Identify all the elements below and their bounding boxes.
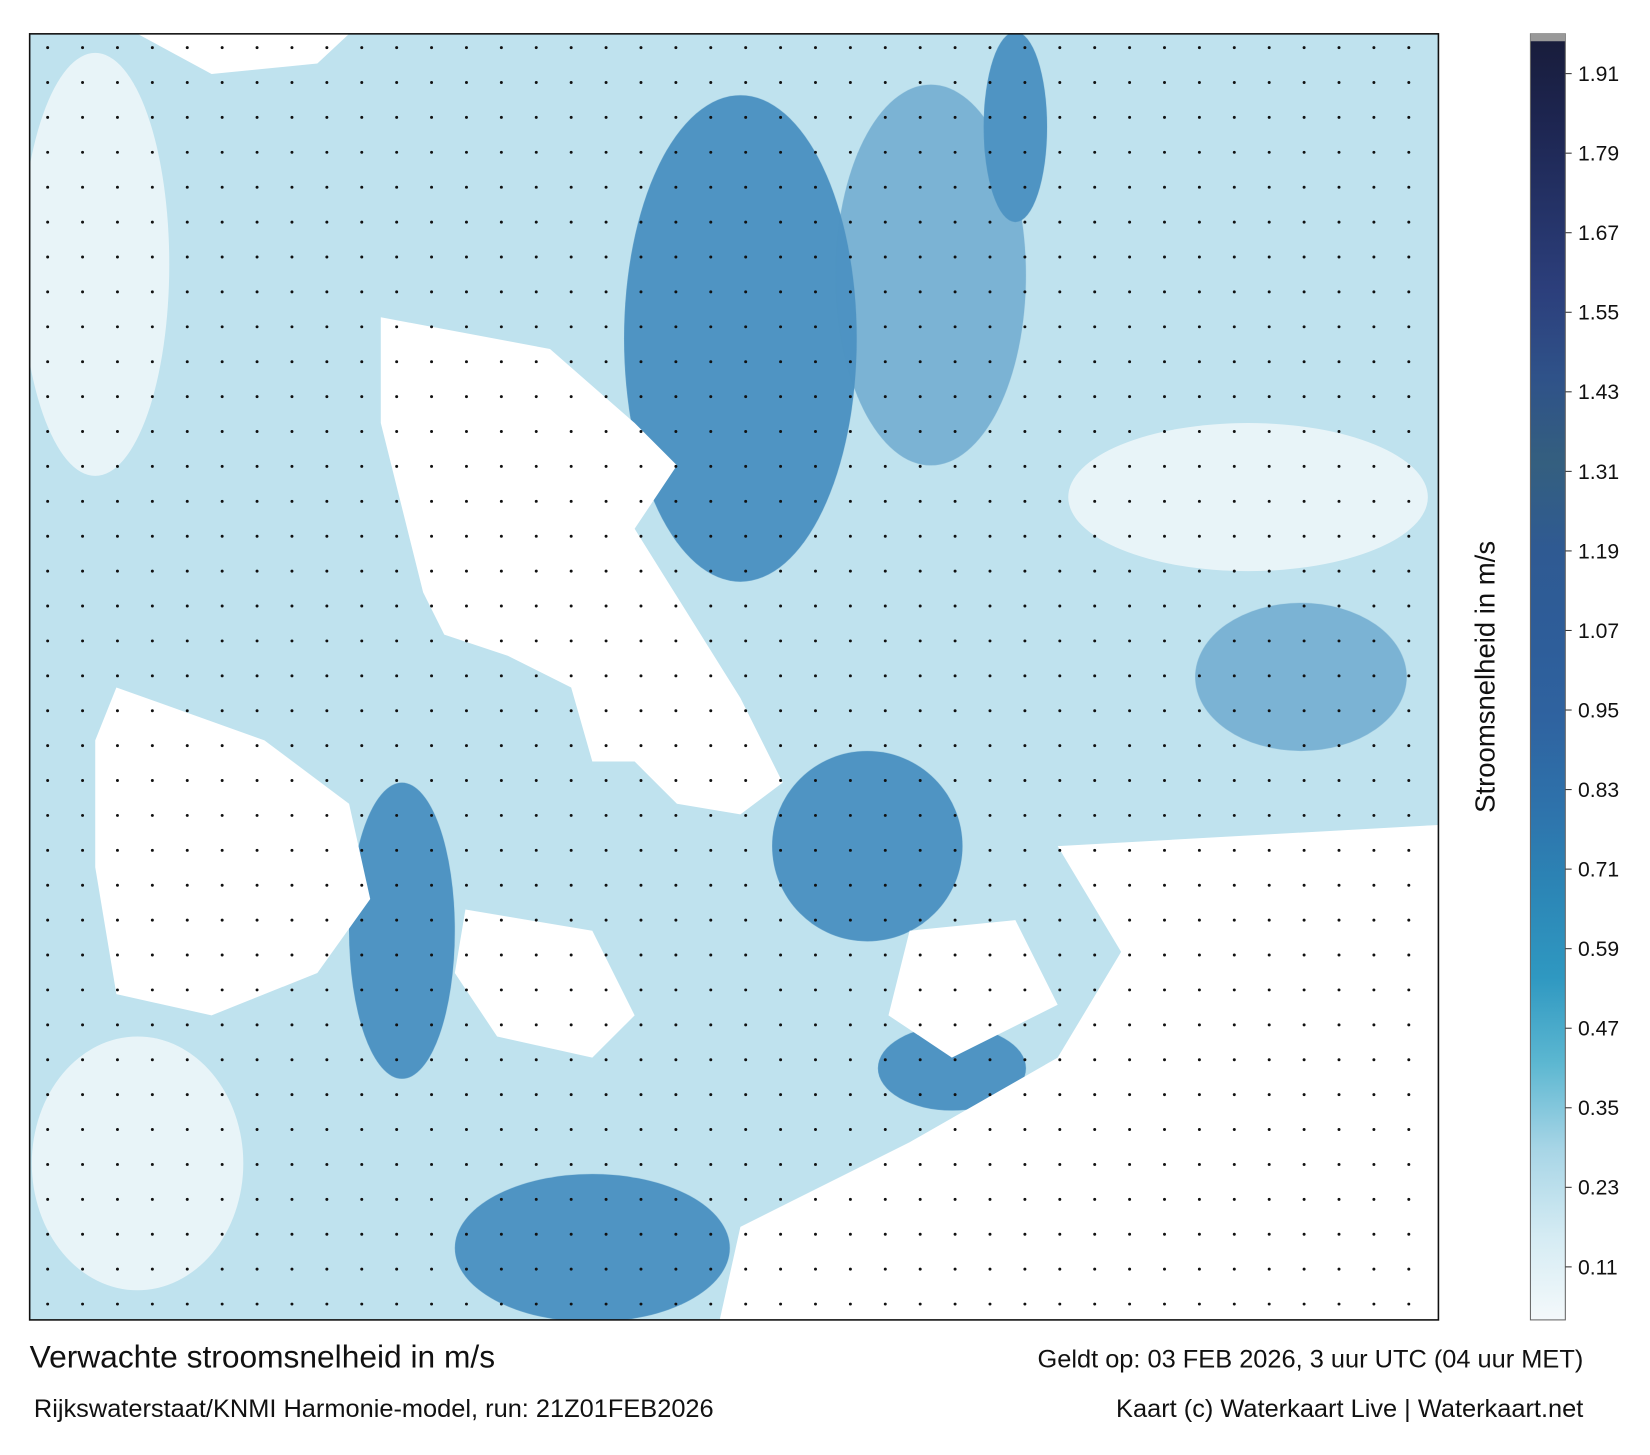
colorbar-tick-label: 1.19 bbox=[1578, 540, 1619, 563]
colorbar-tick-label: 0.47 bbox=[1578, 1018, 1619, 1041]
current-patches bbox=[349, 33, 1407, 1320]
colorbar-cap bbox=[1530, 33, 1566, 42]
colorbar-tick-label: 1.79 bbox=[1578, 143, 1619, 166]
colorbar-tick-label: 1.07 bbox=[1578, 620, 1619, 643]
map bbox=[29, 33, 1439, 1320]
colorbar-tick-label: 0.23 bbox=[1578, 1177, 1619, 1200]
land bbox=[95, 33, 1439, 1320]
colorbar-tick-label: 0.83 bbox=[1578, 779, 1619, 802]
colorbar-ramp bbox=[1529, 33, 1566, 1321]
colorbar-tick-label: 1.31 bbox=[1578, 461, 1619, 484]
valid-time: Geldt op: 03 FEB 2026, 3 uur UTC (04 uur… bbox=[1038, 1346, 1584, 1374]
title: Verwachte stroomsnelheid in m/s bbox=[30, 1339, 495, 1375]
colorbar-tick-label: 0.71 bbox=[1578, 859, 1619, 882]
colorbar-tick-label: 1.43 bbox=[1578, 381, 1619, 404]
map-frame bbox=[28, 33, 1440, 1321]
colorbar-tick-label: 0.35 bbox=[1578, 1097, 1619, 1120]
colorbar-tick-label: 1.91 bbox=[1578, 63, 1619, 86]
credit: Kaart (c) Waterkaart Live | Waterkaart.n… bbox=[1116, 1395, 1583, 1423]
colorbar-tick-label: 1.55 bbox=[1578, 302, 1619, 325]
colorbar: 0.11 0.23 0.35 0.47 0.59 0.71 0.83 0.95 1.07 1.19… bbox=[1529, 33, 1619, 1321]
colorbar-tick-label: 0.95 bbox=[1578, 699, 1619, 722]
colorbar-tick-label: 0.11 bbox=[1578, 1256, 1618, 1279]
shallow-areas bbox=[29, 52, 1428, 1291]
colorbar-tick-label: 1.67 bbox=[1578, 222, 1619, 245]
vector-grid bbox=[46, 46, 1411, 1306]
colorbar-tick-label: 0.59 bbox=[1578, 938, 1619, 961]
subtitle: Rijkswaterstaat/KNMI Harmonie-model, run… bbox=[34, 1395, 714, 1423]
colorbar-label: Stroomsnelheid in m/s bbox=[1469, 541, 1500, 813]
